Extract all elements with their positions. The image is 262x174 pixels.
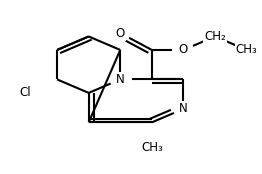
Text: CH₂: CH₂ — [204, 30, 226, 43]
Text: CH₃: CH₃ — [141, 141, 163, 154]
Text: O: O — [179, 44, 188, 56]
Text: O: O — [116, 27, 125, 40]
Text: N: N — [179, 102, 188, 115]
Text: N: N — [116, 73, 125, 86]
Text: Cl: Cl — [20, 86, 31, 99]
Text: CH₃: CH₃ — [236, 44, 258, 56]
